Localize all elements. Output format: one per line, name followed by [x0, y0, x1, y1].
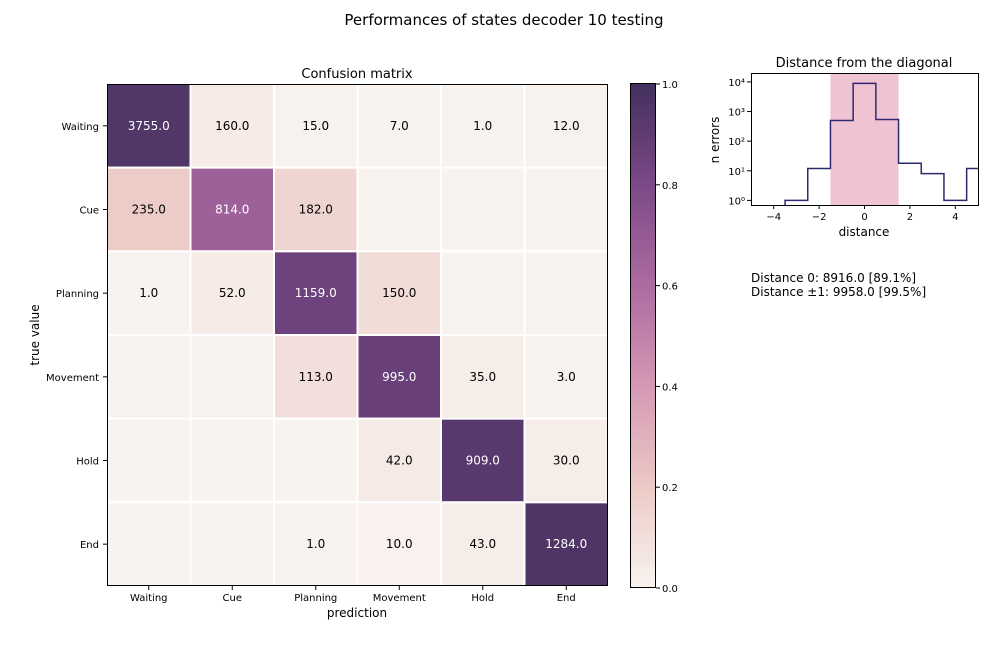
cm-cell-label: 1284.0 [545, 537, 587, 551]
distance-stats: Distance 0: 8916.0 [89.1%] Distance ±1: … [751, 271, 926, 299]
colorbar-tick-label: 1.0 [662, 80, 678, 91]
cm-cell-end-movement [356, 501, 442, 588]
hist-y-tick-label: 10² [728, 137, 745, 148]
y-tick-label: Planning [56, 289, 99, 300]
cm-cell-hold-end [523, 417, 609, 504]
cm-cell-movement-waiting [106, 334, 192, 420]
cm-cell-label: 10.0 [386, 537, 413, 551]
hist-x-tick-label: 0 [861, 212, 867, 223]
cm-cell-waiting-cue [189, 83, 275, 169]
cm-cell-cue-cue [189, 166, 275, 253]
hist-x-tick-label: 4 [952, 212, 958, 223]
x-tick-label: Waiting [130, 593, 168, 604]
colorbar-gradient [630, 83, 656, 588]
hist-y-tick-label: 10¹ [728, 167, 745, 178]
colorbar-tick-label: 0.6 [662, 282, 678, 293]
histogram-x-label: distance [839, 225, 890, 239]
y-tick-label: Waiting [61, 122, 99, 133]
confusion-matrix-frame [107, 84, 608, 586]
cm-cell-label: 1159.0 [295, 286, 337, 300]
cm-cell-end-cue [189, 501, 275, 588]
x-tick-label: Hold [471, 593, 494, 604]
histogram-y-label: n errors [708, 117, 722, 164]
colorbar-tick-label: 0.4 [662, 382, 678, 393]
cm-cell-hold-cue [189, 417, 275, 504]
cm-cell-label: 1.0 [473, 119, 492, 133]
cm-cell-label: 3755.0 [128, 119, 170, 133]
cm-cell-label: 35.0 [469, 370, 496, 384]
cm-cell-movement-cue [189, 334, 275, 420]
y-tick-label: Hold [76, 457, 99, 468]
y-tick-label: Cue [80, 206, 99, 217]
colorbar-tick-label: 0.2 [662, 483, 678, 494]
y-tick-label: End [80, 540, 99, 551]
cm-cell-planning-hold [440, 250, 526, 336]
cm-cell-cue-end [523, 166, 609, 253]
cm-cell-hold-planning [273, 417, 359, 504]
cm-cell-label: 160.0 [215, 119, 249, 133]
distance-1-stat: Distance ±1: 9958.0 [99.5%] [751, 285, 927, 299]
hist-y-tick-label: 10³ [728, 108, 745, 119]
cm-cell-planning-end [523, 250, 609, 336]
cm-cell-label: 814.0 [215, 203, 249, 217]
cm-cell-waiting-end [523, 83, 609, 169]
cm-cell-hold-hold [440, 417, 526, 504]
cm-cell-label: 42.0 [386, 454, 413, 468]
hist-x-tick-label: −2 [812, 212, 827, 223]
cm-cell-movement-hold [440, 334, 526, 420]
cm-cell-cue-hold [440, 166, 526, 253]
distance-histogram: Distance from the diagonal −4 −2 0 2 4 10⁰ 10… [708, 56, 979, 239]
histogram-step-line [784, 82, 978, 205]
y-tick-label: Movement [46, 373, 99, 384]
x-tick-label: Planning [294, 593, 337, 604]
cm-cell-label: 182.0 [299, 203, 333, 217]
confusion-matrix-title: Confusion matrix [301, 67, 412, 82]
cm-cell-label: 235.0 [132, 203, 166, 217]
cm-cell-label: 995.0 [382, 370, 416, 384]
cm-cell-end-waiting [106, 501, 192, 588]
cm-cell-label: 113.0 [299, 370, 333, 384]
colorbar: 0.0 0.2 0.4 0.6 0.8 1.0 [630, 80, 678, 595]
x-tick-label: Movement [373, 593, 426, 604]
x-tick-label: End [557, 593, 576, 604]
hist-y-tick-label: 10⁰ [728, 196, 745, 207]
colorbar-tick-label: 0.0 [662, 584, 678, 595]
cm-cell-label: 3.0 [557, 370, 576, 384]
cm-cell-label: 43.0 [469, 537, 496, 551]
cm-cell-cue-movement [356, 166, 442, 253]
cm-cell-label: 30.0 [553, 454, 580, 468]
hist-y-tick-label: 10⁴ [728, 78, 745, 89]
colorbar-tick-label: 0.8 [662, 181, 678, 192]
cm-cell-end-planning [273, 501, 359, 588]
figure-title: Performances of states decoder 10 testin… [344, 11, 663, 29]
cm-cell-planning-waiting [106, 250, 192, 336]
x-axis-label: prediction [327, 606, 387, 620]
x-tick-label: Cue [223, 593, 242, 604]
y-axis-label: true value [28, 304, 42, 365]
histogram-title: Distance from the diagonal [776, 56, 953, 71]
cm-cell-label: 1.0 [306, 537, 325, 551]
cm-cell-label: 52.0 [219, 286, 246, 300]
cm-cell-movement-end [523, 334, 609, 420]
cm-cell-label: 15.0 [302, 119, 329, 133]
cm-cell-planning-planning [273, 250, 359, 336]
hist-x-tick-label: −4 [766, 212, 781, 223]
cm-cell-end-hold [440, 501, 526, 588]
cm-cell-hold-movement [356, 417, 442, 504]
confusion-matrix: Confusion matrix 3755.0 160.0 15.0 7.0 1.0 12… [28, 67, 609, 620]
distance-0-stat: Distance 0: 8916.0 [89.1%] [751, 271, 917, 285]
cm-cell-label: 12.0 [553, 119, 580, 133]
cm-cell-label: 7.0 [390, 119, 409, 133]
cm-cell-movement-planning [273, 334, 359, 420]
hist-x-tick-label: 2 [907, 212, 913, 223]
cm-cell-label: 909.0 [466, 454, 500, 468]
cm-cell-hold-waiting [106, 417, 192, 504]
highlight-band [830, 73, 899, 205]
cm-cell-label: 1.0 [139, 286, 158, 300]
cm-cell-label: 150.0 [382, 286, 416, 300]
